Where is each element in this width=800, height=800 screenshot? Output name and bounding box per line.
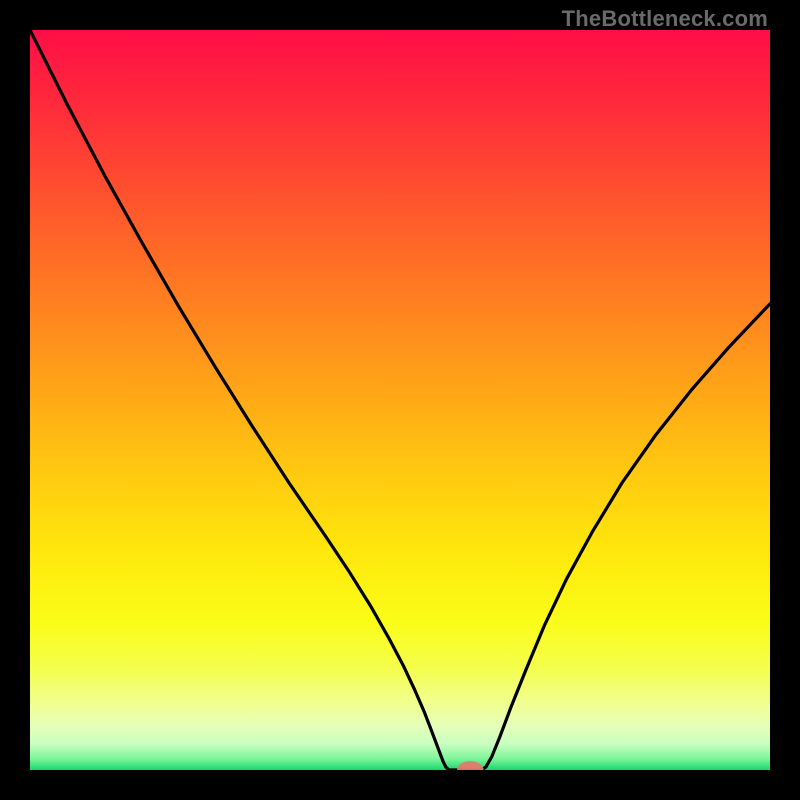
chart-svg	[30, 30, 770, 770]
plot-area	[30, 30, 770, 770]
chart-frame: TheBottleneck.com	[0, 0, 800, 800]
watermark-text: TheBottleneck.com	[562, 6, 768, 32]
